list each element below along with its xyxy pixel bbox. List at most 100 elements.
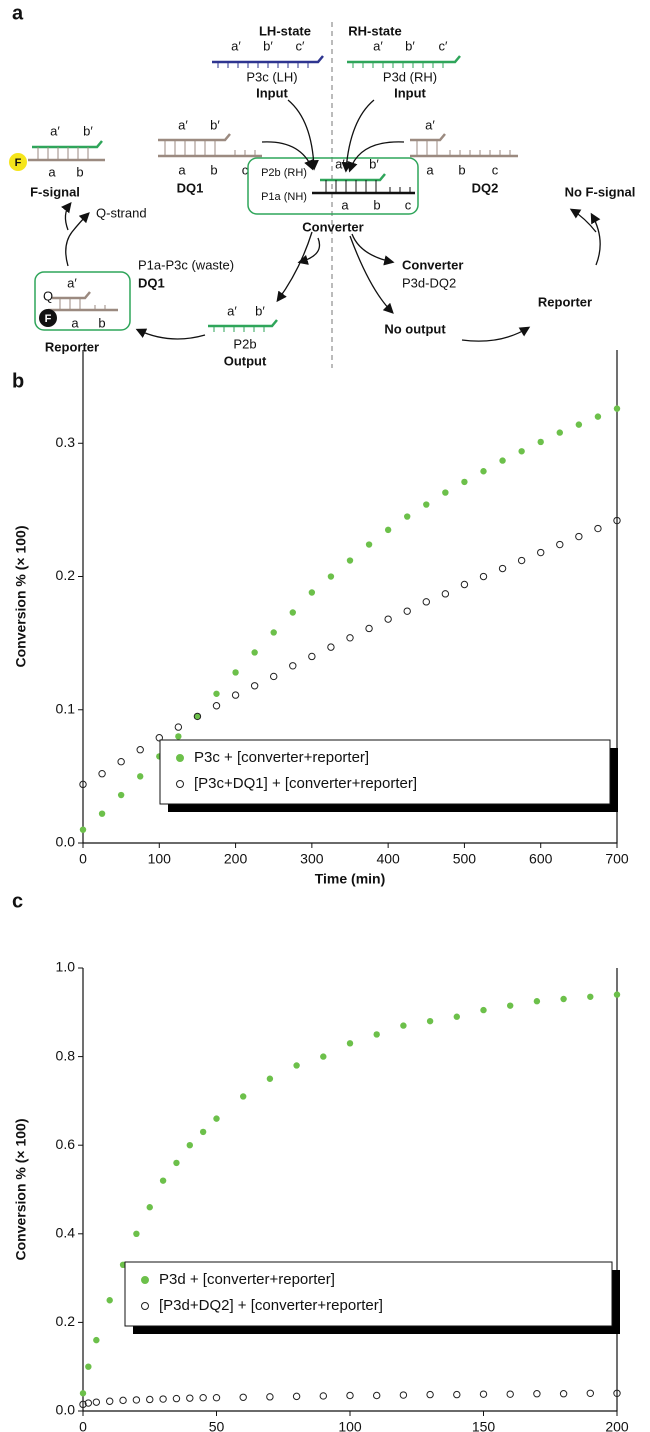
strand-role: Output [224, 353, 267, 368]
arrow [569, 208, 597, 233]
domain: b [210, 162, 217, 177]
data-point [586, 1389, 594, 1397]
data-point [479, 1390, 488, 1398]
domain: a [341, 197, 349, 212]
data-point [159, 1177, 167, 1184]
data-point [441, 590, 450, 598]
data-point [266, 1393, 274, 1401]
data-point [84, 1399, 93, 1407]
domain: b′ [405, 38, 415, 53]
x-tick-label: 200 [605, 1419, 629, 1432]
x-tick-label: 500 [453, 851, 477, 867]
state-label: RH-state [348, 23, 401, 38]
data-point [193, 712, 202, 721]
strand-name: P3c (LH) [246, 69, 297, 84]
data-point [556, 540, 564, 549]
bases [59, 298, 106, 310]
data-point [79, 1390, 87, 1397]
x-tick-label: 200 [224, 851, 248, 867]
strand-name: P1a-P3c (waste) [138, 257, 234, 272]
y-tick-label: 0.2 [56, 567, 76, 583]
data-point [212, 702, 221, 710]
result: No F-signal [565, 184, 636, 199]
panel-label: b [12, 370, 24, 392]
data-point [289, 609, 296, 616]
data-point [613, 1389, 621, 1397]
data-point [533, 1390, 541, 1398]
data-point [327, 643, 335, 651]
bases [164, 140, 256, 156]
data-point [194, 713, 201, 720]
bases [213, 326, 265, 332]
arrow [61, 201, 72, 231]
bases [416, 140, 511, 156]
y-tick-label: 0.3 [56, 434, 76, 450]
data-point [559, 1390, 568, 1398]
strand-name: P3d (RH) [383, 69, 437, 84]
complex-name: DQ1 [138, 275, 165, 290]
complex-name: DQ2 [472, 180, 499, 195]
data-point [460, 580, 469, 589]
converter-box [247, 157, 419, 215]
strand-role: Input [394, 85, 426, 100]
domain: c [242, 162, 249, 177]
fluorophore [9, 153, 27, 171]
x-tick-label: 0 [79, 1419, 87, 1432]
data-point [373, 1391, 381, 1400]
data-point [119, 1396, 127, 1405]
domain: b′ [255, 303, 265, 318]
complex-name: Converter [402, 257, 463, 272]
domain: a′ [373, 38, 383, 53]
domain: a [48, 164, 56, 179]
data-point [133, 1230, 140, 1238]
domain: a [426, 162, 434, 177]
data-point [518, 448, 525, 455]
data-point [384, 615, 392, 623]
domain: c′ [439, 38, 449, 53]
data-point [594, 413, 602, 420]
strand-name: P2b (RH) [261, 167, 307, 179]
bases [352, 62, 444, 68]
x-tick-label: 100 [338, 1419, 362, 1432]
duplex [410, 133, 518, 158]
fluorophore-label: F [45, 313, 52, 325]
state-label: LH-state [259, 23, 311, 38]
data-point [560, 995, 567, 1003]
data-point [79, 826, 87, 833]
data-point [575, 532, 583, 541]
domain: a′ [335, 156, 345, 171]
quencher: Q [43, 288, 53, 303]
legend-label: P3d + [converter+reporter] [159, 1271, 335, 1288]
data-point [399, 1391, 408, 1399]
data-point [106, 1297, 113, 1304]
domain: a′ [231, 38, 241, 53]
y-axis-label: Conversion % (× 100) [13, 1119, 29, 1261]
chart: b 0 100 200 300 400 500 600 700 0.0 0.1 0.2 0.3 Time … [12, 350, 629, 887]
data-point [423, 501, 430, 508]
domain: a [71, 315, 79, 330]
data-point [400, 1022, 407, 1029]
domain: b′ [263, 38, 273, 53]
data-point [480, 468, 487, 475]
domain: a′ [425, 117, 435, 132]
data-point [403, 607, 411, 615]
data-point [499, 457, 506, 464]
x-axis-label: Time (min) [315, 871, 386, 887]
data-point [533, 998, 541, 1005]
y-tick-label: 0.0 [56, 1402, 76, 1418]
domain: a′ [50, 123, 60, 138]
strand [347, 55, 461, 64]
data-point [270, 672, 278, 681]
data-point [613, 516, 621, 525]
bases [325, 180, 411, 193]
data-point [426, 1390, 434, 1399]
data-point [137, 773, 144, 780]
arrow [135, 328, 206, 340]
data-point [292, 1392, 301, 1401]
domain: c [492, 162, 499, 177]
data-point [373, 1031, 380, 1038]
data-point [231, 691, 240, 699]
strand-role: Input [256, 85, 288, 100]
